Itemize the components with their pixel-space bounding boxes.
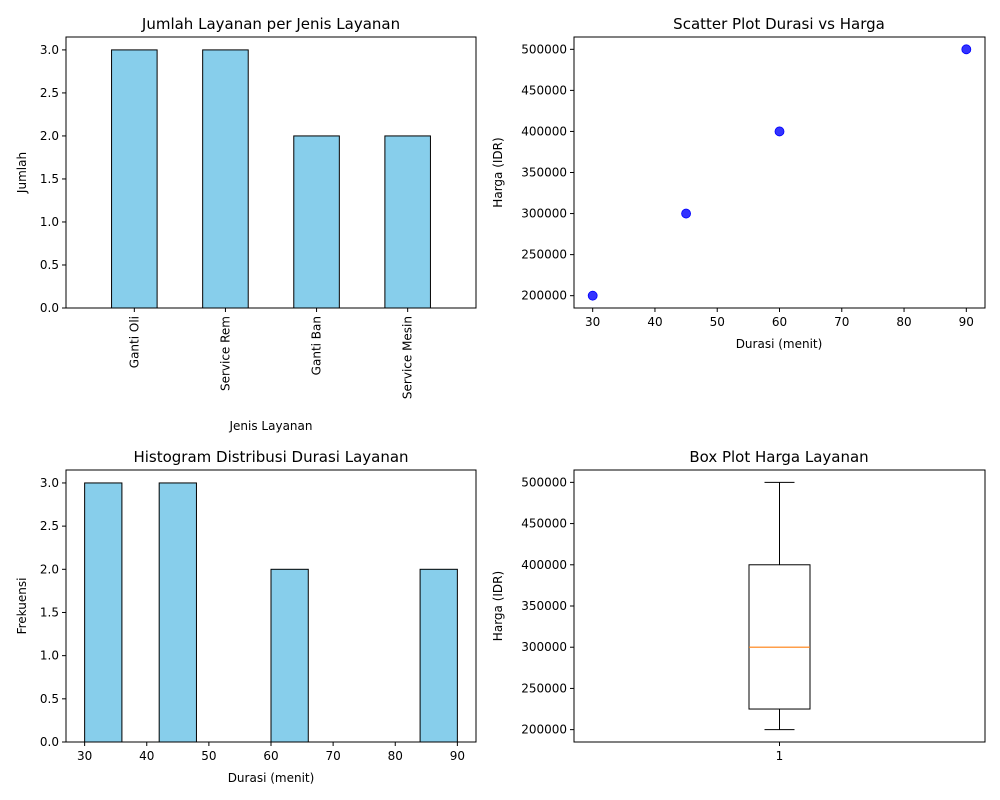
- x-tick-label: 1: [776, 749, 784, 763]
- x-tick-label: Service Rem: [218, 316, 232, 391]
- bar-chart-panel: Jumlah Layanan per Jenis Layanan Ganti O…: [15, 15, 477, 433]
- y-tick-label: 2.5: [40, 86, 59, 100]
- histogram-panel: Histogram Distribusi Durasi Layanan 30 40…: [15, 448, 477, 785]
- scatter-point: [774, 126, 785, 137]
- bar: [111, 49, 158, 309]
- histogram-bin: [84, 482, 123, 743]
- y-tick-label: 1.5: [40, 605, 59, 619]
- bar: [384, 135, 431, 309]
- y-tick-label: 0.0: [40, 735, 59, 749]
- y-tick-label: 1.0: [40, 215, 59, 229]
- y-tick-label: 0.0: [40, 301, 59, 315]
- x-tick-label: 40: [139, 749, 154, 763]
- y-tick-label: 250000: [521, 681, 567, 695]
- y-tick-label: 250000: [521, 248, 567, 262]
- x-tick-label: 70: [325, 749, 340, 763]
- x-tick-label: 90: [959, 315, 974, 329]
- x-axis-label: Durasi (menit): [228, 771, 315, 785]
- y-tick-label: 450000: [521, 517, 567, 531]
- x-tick-label: Ganti Ban: [310, 316, 324, 375]
- bar: [202, 49, 249, 309]
- x-tick-label: 90: [450, 749, 465, 763]
- histogram-bin: [270, 568, 309, 743]
- x-tick-label: 30: [585, 315, 600, 329]
- chart-title: Scatter Plot Durasi vs Harga: [673, 15, 885, 33]
- x-tick-label: 60: [772, 315, 787, 329]
- scatter-point: [961, 44, 972, 55]
- y-tick-label: 400000: [521, 558, 567, 572]
- y-tick-label: 2.0: [40, 129, 59, 143]
- box: [748, 564, 811, 710]
- y-tick-label: 350000: [521, 166, 567, 180]
- y-tick-label: 3.0: [40, 476, 59, 490]
- x-tick-label: 50: [201, 749, 216, 763]
- y-tick-label: 300000: [521, 207, 567, 221]
- axes-frame: [65, 36, 477, 309]
- y-tick-label: 1.0: [40, 649, 59, 663]
- y-tick-label: 0.5: [40, 258, 59, 272]
- x-tick-label: 70: [834, 315, 849, 329]
- x-tick-label: 80: [388, 749, 403, 763]
- y-tick-label: 200000: [521, 289, 567, 303]
- x-tick-label: 30: [77, 749, 92, 763]
- box-plot-panel: Box Plot Harga Layanan 1 200000 250000 3000…: [491, 448, 986, 763]
- y-tick-label: 450000: [521, 83, 567, 97]
- scatter-point: [587, 290, 598, 301]
- scatter-point: [681, 208, 691, 219]
- x-axis-label: Jenis Layanan: [229, 419, 313, 433]
- x-tick-label: Service Mesin: [401, 316, 415, 399]
- chart-title: Jumlah Layanan per Jenis Layanan: [141, 15, 400, 33]
- y-axis-label: Jumlah: [15, 152, 29, 194]
- y-axis-label: Harga (IDR): [491, 137, 505, 207]
- x-tick-label: 80: [896, 315, 911, 329]
- x-tick-label: 40: [647, 315, 662, 329]
- y-tick-label: 500000: [521, 42, 567, 56]
- y-tick-label: 350000: [521, 599, 567, 613]
- y-axis-label: Frekuensi: [15, 578, 29, 635]
- x-tick-label: 60: [263, 749, 278, 763]
- y-tick-label: 0.5: [40, 692, 59, 706]
- y-tick-label: 400000: [521, 124, 567, 138]
- chart-title: Histogram Distribusi Durasi Layanan: [133, 448, 408, 466]
- y-tick-label: 200000: [521, 723, 567, 737]
- scatter-chart-panel: Scatter Plot Durasi vs Harga 30 40 50 60 70 8…: [491, 15, 986, 351]
- y-tick-label: 2.0: [40, 562, 59, 576]
- histogram-bin: [158, 482, 197, 743]
- y-tick-label: 300000: [521, 640, 567, 654]
- histogram-bin: [419, 568, 458, 743]
- y-tick-label: 500000: [521, 475, 567, 489]
- y-axis-label: Harga (IDR): [491, 571, 505, 641]
- x-tick-label: Ganti Oli: [127, 316, 141, 368]
- x-tick-label: 50: [710, 315, 725, 329]
- bar: [293, 135, 340, 309]
- chart-title: Box Plot Harga Layanan: [689, 448, 868, 466]
- y-tick-label: 3.0: [40, 43, 59, 57]
- y-tick-label: 2.5: [40, 519, 59, 533]
- y-tick-label: 1.5: [40, 172, 59, 186]
- x-axis-label: Durasi (menit): [736, 337, 823, 351]
